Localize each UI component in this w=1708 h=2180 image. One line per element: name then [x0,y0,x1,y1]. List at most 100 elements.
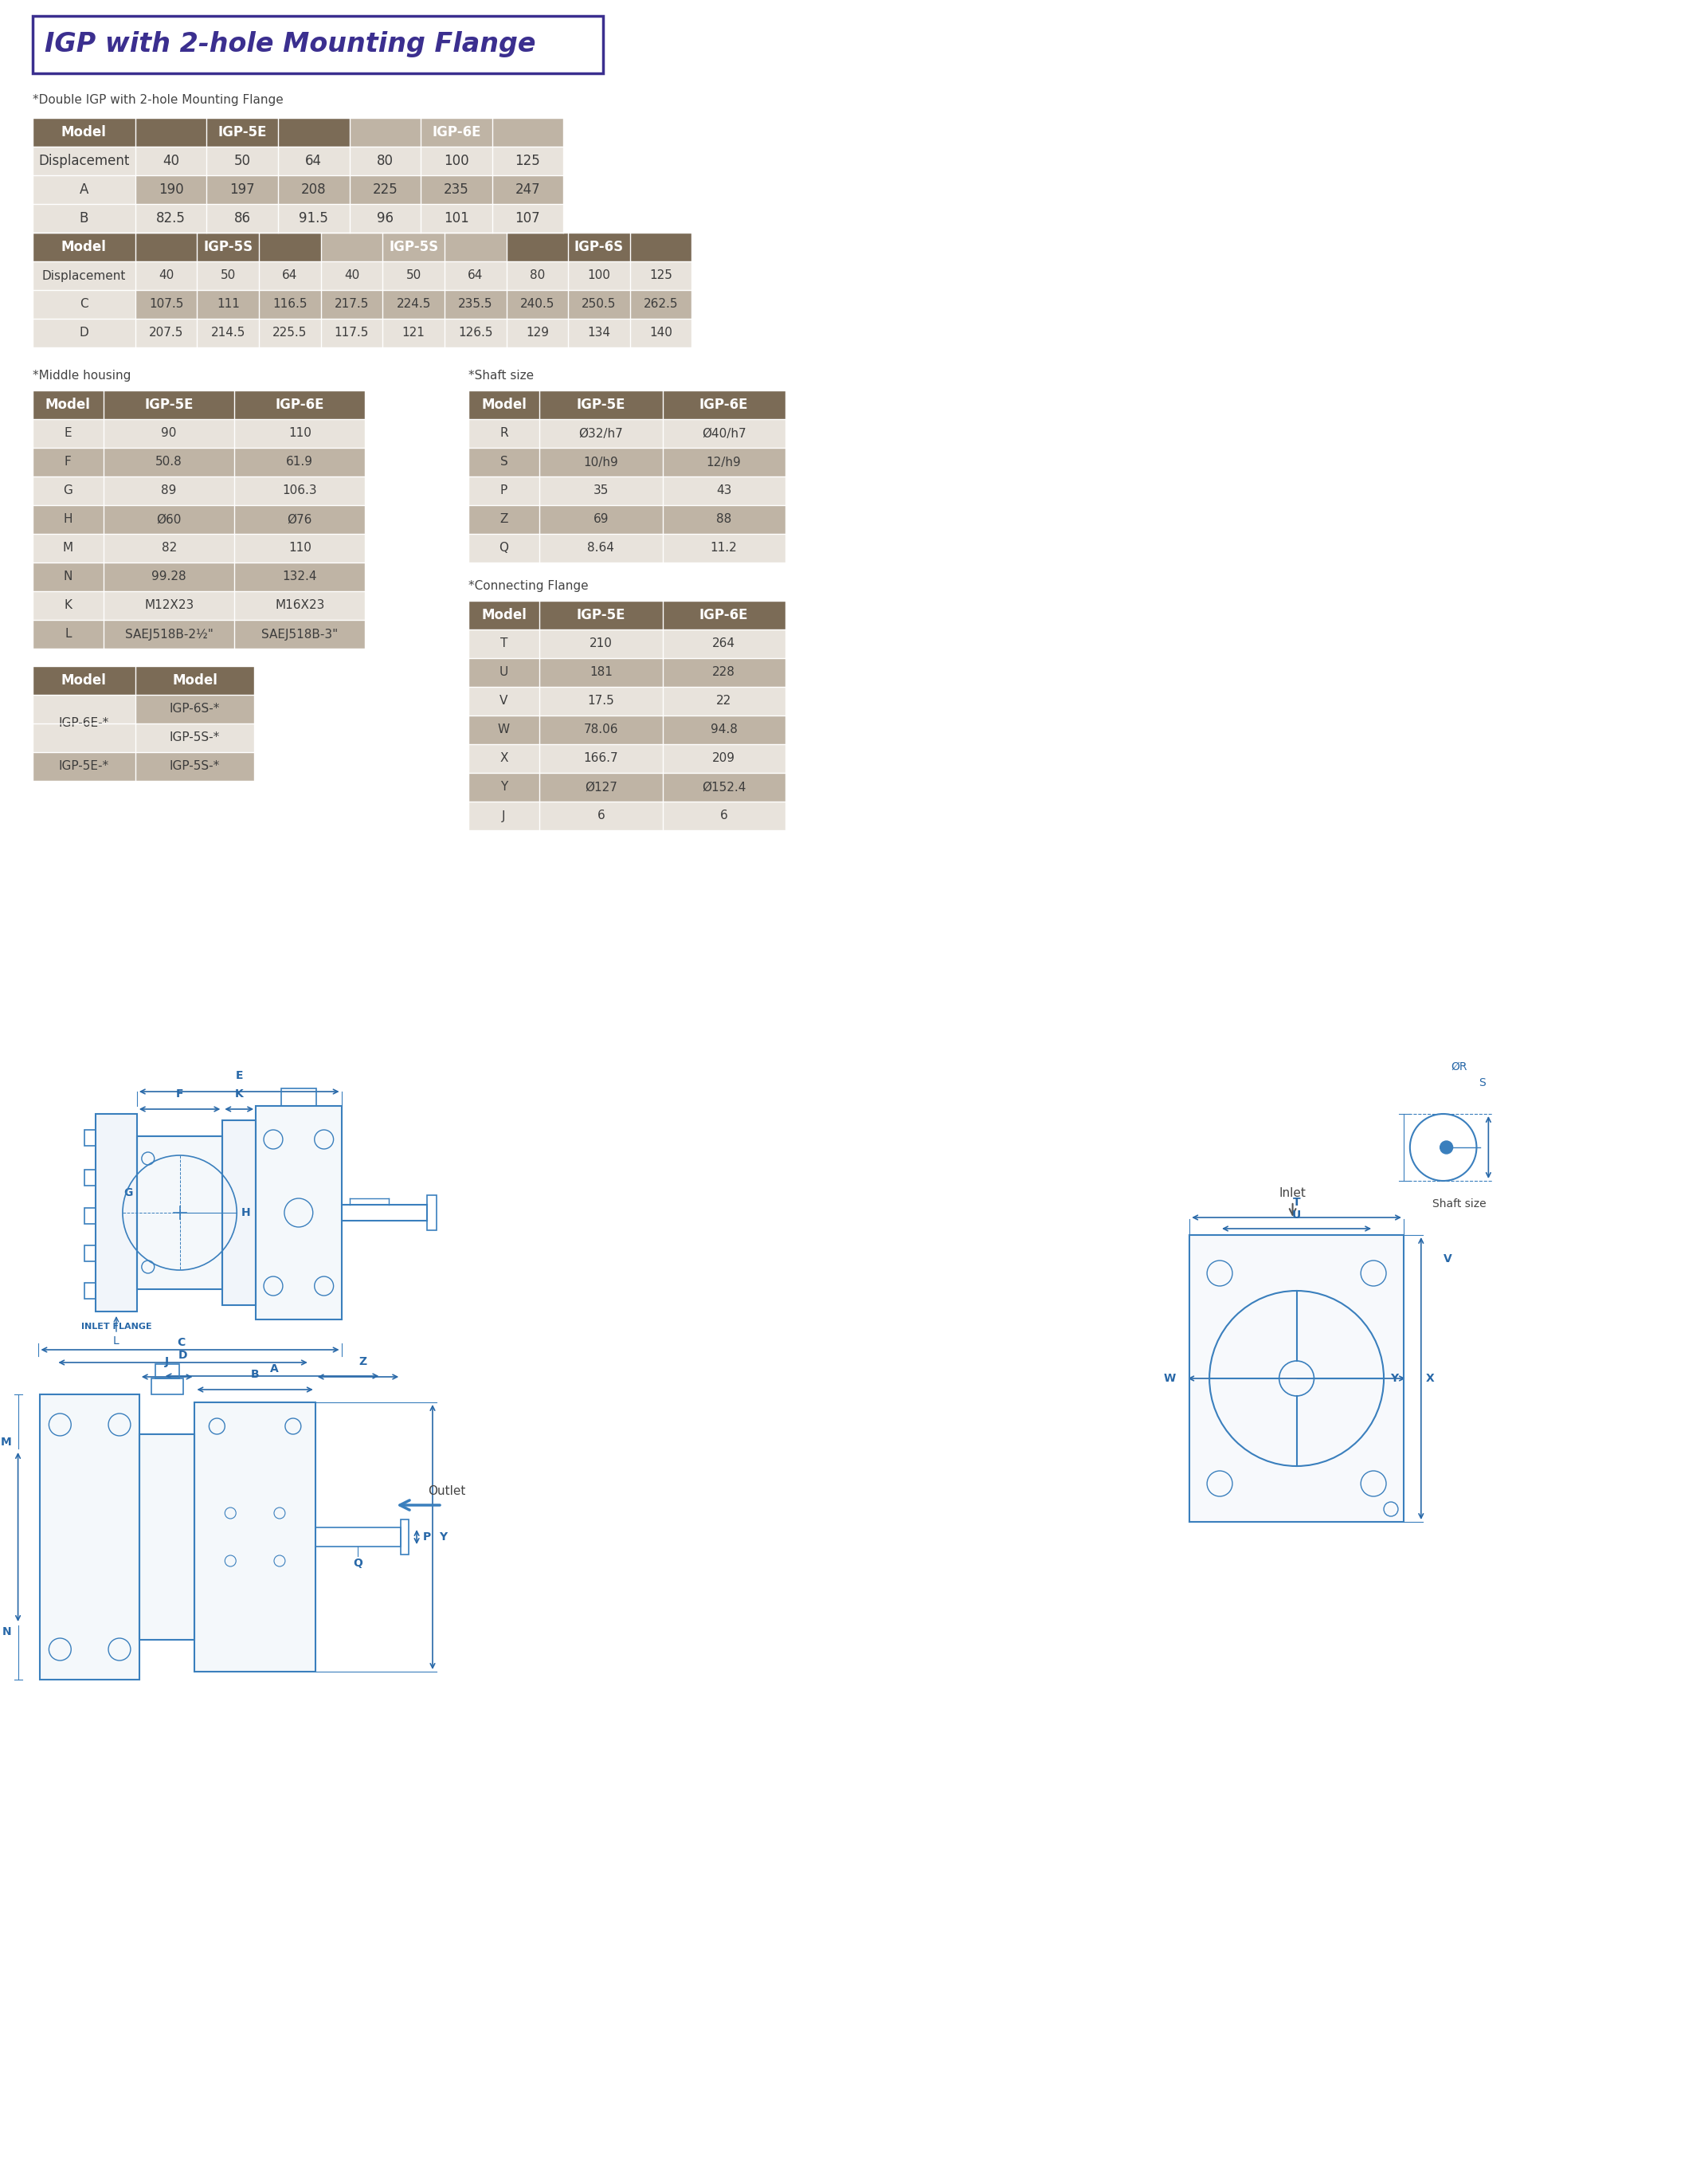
Text: 110: 110 [289,427,311,440]
Bar [135,233,321,262]
Text: 247: 247 [516,183,540,196]
Bar [260,290,321,318]
Text: 69: 69 [593,514,608,525]
Text: Shaft size: Shaft size [1433,1199,1486,1210]
Text: *Middle housing: *Middle housing [32,371,130,382]
Text: N: N [63,571,72,582]
Bar [256,1105,342,1319]
Bar [278,146,350,174]
Bar [630,318,692,347]
Text: V: V [1443,1253,1452,1264]
Text: 262.5: 262.5 [644,299,678,310]
Bar [104,591,234,619]
Text: T: T [500,639,507,650]
Bar [96,1114,137,1312]
Text: Z: Z [359,1356,367,1367]
Text: 50: 50 [234,155,251,168]
Bar [135,174,207,205]
Bar [32,205,135,233]
Bar [663,743,786,774]
Bar [383,262,444,290]
Text: 82.5: 82.5 [157,211,186,225]
Text: 190: 190 [159,183,183,196]
Text: K: K [63,600,72,613]
Text: 64: 64 [468,270,483,281]
Text: 197: 197 [231,183,254,196]
Text: Y: Y [439,1530,447,1543]
Text: 80: 80 [377,155,393,168]
Bar [256,1105,342,1319]
Text: Q: Q [354,1559,362,1570]
Bar [427,1195,437,1230]
Bar [207,146,278,174]
Bar [207,205,278,233]
Text: Model: Model [46,397,91,412]
Text: 12/h9: 12/h9 [707,456,741,469]
Bar [32,118,135,146]
Text: M12X23: M12X23 [143,600,193,613]
Text: D: D [178,1349,188,1360]
Text: Displacement: Displacement [38,155,130,168]
Bar [468,658,540,687]
Text: 96: 96 [377,211,393,225]
Bar [135,262,196,290]
Bar [104,534,234,562]
Text: 207.5: 207.5 [149,327,183,340]
Bar [468,419,540,447]
Text: 210: 210 [589,639,613,650]
Bar [540,419,663,447]
Bar [468,534,540,562]
Text: P: P [424,1530,430,1543]
Text: M: M [63,543,73,554]
Bar [569,290,630,318]
Text: B: B [251,1369,260,1380]
Bar [207,174,278,205]
Text: 132.4: 132.4 [282,571,318,582]
Text: 6: 6 [598,811,605,822]
Bar [468,774,540,802]
Bar [135,724,254,752]
Bar [135,318,196,347]
Bar [663,715,786,743]
Bar [32,619,104,650]
Text: *Connecting Flange: *Connecting Flange [468,580,588,593]
Text: A: A [79,183,89,196]
Bar [135,205,207,233]
Text: 94.8: 94.8 [711,724,738,737]
Bar [540,602,663,630]
Text: Ø32/h7: Ø32/h7 [579,427,623,440]
Text: Model: Model [482,608,526,621]
Bar [234,390,366,419]
Bar [321,318,383,347]
Text: 125: 125 [649,270,673,281]
Bar [540,630,663,658]
Bar [140,1434,195,1639]
Text: 91.5: 91.5 [299,211,328,225]
Text: 43: 43 [716,484,731,497]
Text: 99.28: 99.28 [152,571,186,582]
Bar [196,318,260,347]
Bar [135,752,254,780]
Text: X: X [1426,1373,1435,1384]
Text: 264: 264 [712,639,736,650]
Text: F: F [65,456,72,469]
Text: 86: 86 [234,211,251,225]
Text: J: J [166,1356,169,1367]
Text: IGP-6E: IGP-6E [699,608,748,621]
Text: 208: 208 [301,183,326,196]
Text: 240.5: 240.5 [519,299,555,310]
Text: 80: 80 [529,270,545,281]
Text: N: N [2,1626,12,1637]
Bar [196,262,260,290]
Bar [420,205,492,233]
Text: L: L [113,1336,120,1347]
Text: 129: 129 [526,327,548,340]
Bar [663,687,786,715]
Bar [401,1519,408,1554]
Bar [104,419,234,447]
Text: IGP with 2-hole Mounting Flange: IGP with 2-hole Mounting Flange [44,31,536,57]
Bar [321,233,506,262]
Bar [663,506,786,534]
Bar [32,591,104,619]
Bar [663,602,786,630]
